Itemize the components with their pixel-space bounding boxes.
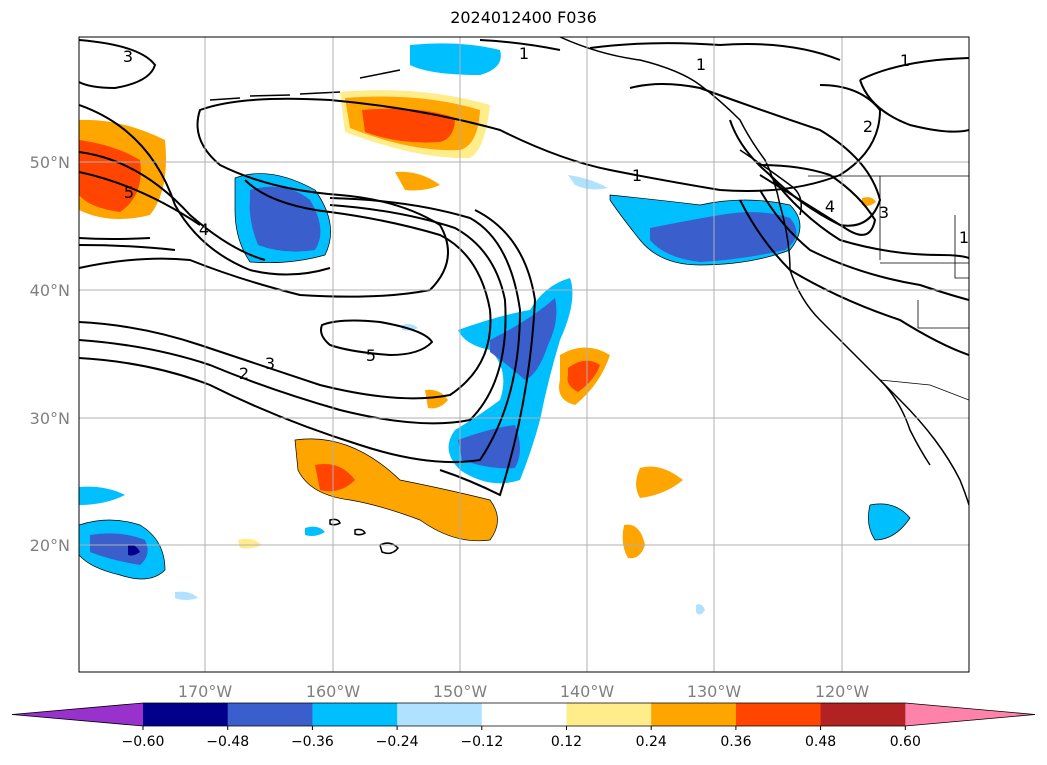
contour-label: 4 xyxy=(825,197,835,216)
lon-label: 140°W xyxy=(560,682,615,701)
map-panel: 3 1 1 1 1 2 5 4 1 4 3 5 3 2 xyxy=(79,37,969,672)
contour-label: 2 xyxy=(863,117,873,136)
graticule xyxy=(79,37,969,672)
positive-anomaly-shading xyxy=(79,90,876,559)
colorbar-tick-label: 0.36 xyxy=(720,734,751,750)
contour-label: 1 xyxy=(519,44,529,63)
contour-label: 5 xyxy=(366,346,376,365)
colorbar-tick-label: −0.24 xyxy=(376,734,419,750)
lat-label: 50°N xyxy=(30,153,70,172)
contour-label: 3 xyxy=(879,203,889,222)
colorbar-bin xyxy=(735,703,822,726)
colorbar-bin xyxy=(312,703,398,726)
lat-label: 40°N xyxy=(30,281,70,300)
colorbar-tick-label: 0.60 xyxy=(890,734,921,750)
contour-label: 1 xyxy=(632,166,642,185)
colorbar-tick-label: −0.12 xyxy=(460,734,503,750)
lat-label: 30°N xyxy=(30,409,70,428)
coastlines xyxy=(209,37,969,555)
political-borders xyxy=(808,175,969,401)
contour-label: 5 xyxy=(124,183,134,202)
colorbar-bin xyxy=(651,703,737,726)
contour-label: 4 xyxy=(199,220,209,239)
colorbar-tick-label: −0.36 xyxy=(291,734,334,750)
contour-label: 3 xyxy=(265,354,275,373)
lon-label: 170°W xyxy=(178,682,233,701)
colorbar-tick-label: −0.60 xyxy=(122,734,165,750)
colorbar: −0.60 −0.48 −0.36 −0.24 −0.12 0.12 0.24 0.36 0.4… xyxy=(11,702,1036,750)
colorbar-extend-max xyxy=(905,703,1035,726)
lon-label: 120°W xyxy=(815,682,870,701)
map-title: 2024012400 F036 xyxy=(450,8,597,27)
colorbar-tick-label: 0.24 xyxy=(636,734,667,750)
colorbar-tick-label: 0.48 xyxy=(805,734,836,750)
height-contours xyxy=(79,39,969,497)
colorbar-bin xyxy=(143,703,229,726)
contour-label: 1 xyxy=(900,51,910,70)
contour-label: 3 xyxy=(123,47,133,66)
contour-labels: 3 1 1 1 1 2 5 4 1 4 3 5 3 2 xyxy=(123,44,969,383)
colorbar-bin xyxy=(481,703,567,726)
colorbar-tick-label: 0.12 xyxy=(551,734,582,750)
colorbar-bin xyxy=(566,703,652,726)
lon-label: 130°W xyxy=(687,682,742,701)
anomaly-outline xyxy=(79,173,911,580)
contour-label: 1 xyxy=(696,55,706,74)
map-frame xyxy=(78,36,970,673)
colorbar-bin xyxy=(820,703,906,726)
contour-label: 2 xyxy=(239,364,249,383)
colorbar-bin xyxy=(397,703,483,726)
colorbar-extend-min xyxy=(12,703,143,726)
lat-label: 20°N xyxy=(30,536,70,555)
lon-label: 150°W xyxy=(433,682,488,701)
lon-label: 160°W xyxy=(306,682,361,701)
latitude-labels: 50°N 40°N 30°N 20°N xyxy=(30,153,70,555)
longitude-labels: 170°W 160°W 150°W 140°W 130°W 120°W xyxy=(178,682,870,701)
colorbar-tick-label: −0.48 xyxy=(206,734,249,750)
colorbar-bin xyxy=(227,703,313,726)
contour-label: 1 xyxy=(959,228,969,247)
